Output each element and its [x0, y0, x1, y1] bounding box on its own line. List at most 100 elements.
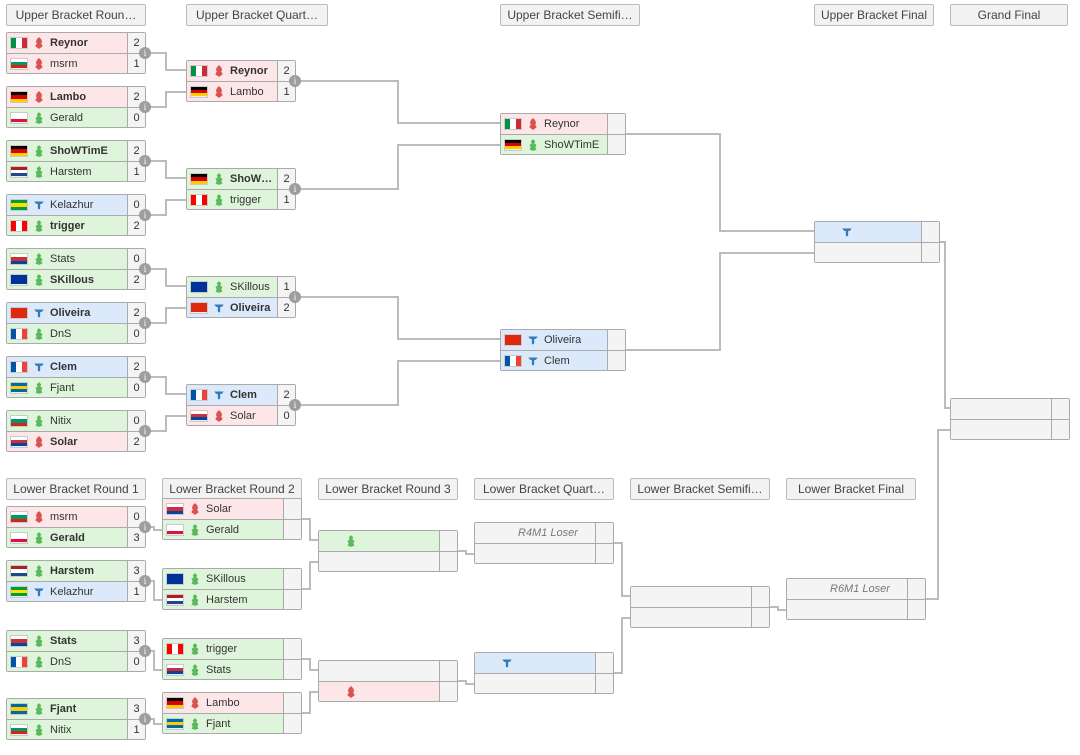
player-row[interactable] [319, 531, 457, 551]
player-row[interactable] [319, 661, 457, 681]
player-row[interactable]: Fjant3 [7, 699, 145, 719]
player-row[interactable]: trigger [163, 639, 301, 659]
player-row[interactable]: Nitix0 [7, 411, 145, 431]
player-row[interactable]: Oliveira2 [7, 303, 145, 323]
player-row[interactable] [787, 599, 925, 619]
info-icon[interactable]: i [289, 75, 301, 87]
match-U1b[interactable]: Lambo2Gerald0i [6, 86, 146, 128]
info-icon[interactable]: i [139, 101, 151, 113]
player-row[interactable]: Nitix1 [7, 719, 145, 739]
player-row[interactable]: Lambo1 [187, 81, 295, 101]
player-row[interactable]: Harstem1 [7, 161, 145, 181]
player-row[interactable]: Oliveira2 [187, 297, 295, 317]
player-row[interactable] [475, 673, 613, 693]
match-L1a[interactable]: msrm0Gerald3i [6, 506, 146, 548]
player-row[interactable] [475, 543, 613, 563]
match-U2a[interactable]: Reynor2Lambo1i [186, 60, 296, 102]
player-row[interactable]: Clem [501, 350, 625, 370]
player-row[interactable]: trigger2 [7, 215, 145, 235]
player-row[interactable] [631, 607, 769, 627]
match-GF[interactable] [950, 398, 1070, 440]
player-row[interactable]: Lambo [163, 693, 301, 713]
player-row[interactable] [815, 222, 939, 242]
info-icon[interactable]: i [289, 291, 301, 303]
player-row[interactable]: Kelazhur0 [7, 195, 145, 215]
player-row[interactable]: Solar2 [7, 431, 145, 451]
match-L3b[interactable] [318, 660, 458, 702]
player-row[interactable]: SKillous2 [7, 269, 145, 289]
player-row[interactable] [319, 551, 457, 571]
player-row[interactable]: Clem2 [187, 385, 295, 405]
info-icon[interactable]: i [139, 317, 151, 329]
player-row[interactable]: msrm0 [7, 507, 145, 527]
player-row[interactable]: Stats3 [7, 631, 145, 651]
player-row[interactable] [951, 399, 1069, 419]
match-U2c[interactable]: SKillous1Oliveira2i [186, 276, 296, 318]
player-row[interactable]: R4M1 Loser [475, 523, 613, 543]
player-row[interactable]: Reynor2 [7, 33, 145, 53]
match-L2d[interactable]: LamboFjant [162, 692, 302, 734]
match-U1a[interactable]: Reynor2msrm1i [6, 32, 146, 74]
player-row[interactable]: Kelazhur1 [7, 581, 145, 601]
match-U1c[interactable]: ShoWTimE2Harstem1i [6, 140, 146, 182]
match-L2a[interactable]: SolarGerald [162, 498, 302, 540]
match-U1g[interactable]: Clem2Fjant0i [6, 356, 146, 398]
player-row[interactable] [319, 681, 457, 701]
player-row[interactable] [631, 587, 769, 607]
info-icon[interactable]: i [139, 645, 151, 657]
match-L2b[interactable]: SKillousHarstem [162, 568, 302, 610]
player-row[interactable]: Gerald3 [7, 527, 145, 547]
player-row[interactable]: ShoWTimE2 [187, 169, 295, 189]
match-U3a[interactable]: ReynorShoWTimE [500, 113, 626, 155]
match-U1f[interactable]: Oliveira2DnS0i [6, 302, 146, 344]
player-row[interactable]: Gerald [163, 519, 301, 539]
player-row[interactable]: R6M1 Loser [787, 579, 925, 599]
info-icon[interactable]: i [139, 47, 151, 59]
info-icon[interactable]: i [139, 263, 151, 275]
player-row[interactable]: Solar [163, 499, 301, 519]
player-row[interactable]: Stats0 [7, 249, 145, 269]
player-row[interactable]: Oliveira [501, 330, 625, 350]
match-L5[interactable] [630, 586, 770, 628]
player-row[interactable]: ShoWTimE2 [7, 141, 145, 161]
match-U2b[interactable]: ShoWTimE2trigger1i [186, 168, 296, 210]
info-icon[interactable]: i [139, 371, 151, 383]
info-icon[interactable]: i [289, 183, 301, 195]
info-icon[interactable]: i [139, 521, 151, 533]
player-row[interactable] [815, 242, 939, 262]
player-row[interactable]: Fjant [163, 713, 301, 733]
match-U3b[interactable]: OliveiraClem [500, 329, 626, 371]
match-L2c[interactable]: triggerStats [162, 638, 302, 680]
player-row[interactable]: ShoWTimE [501, 134, 625, 154]
player-row[interactable]: msrm1 [7, 53, 145, 73]
player-row[interactable]: Reynor [501, 114, 625, 134]
match-L4a[interactable]: R4M1 Loser [474, 522, 614, 564]
player-row[interactable]: Harstem [163, 589, 301, 609]
info-icon[interactable]: i [139, 425, 151, 437]
player-row[interactable]: SKillous [163, 569, 301, 589]
match-U1h[interactable]: Nitix0Solar2i [6, 410, 146, 452]
info-icon[interactable]: i [139, 209, 151, 221]
match-U1d[interactable]: Kelazhur0trigger2i [6, 194, 146, 236]
match-L1c[interactable]: Stats3DnS0i [6, 630, 146, 672]
player-row[interactable] [951, 419, 1069, 439]
match-L1d[interactable]: Fjant3Nitix1i [6, 698, 146, 740]
player-row[interactable]: SKillous1 [187, 277, 295, 297]
match-U1e[interactable]: Stats0SKillous2i [6, 248, 146, 290]
player-row[interactable] [475, 653, 613, 673]
match-U2d[interactable]: Clem2Solar0i [186, 384, 296, 426]
player-row[interactable]: Solar0 [187, 405, 295, 425]
player-row[interactable]: Gerald0 [7, 107, 145, 127]
player-row[interactable]: trigger1 [187, 189, 295, 209]
info-icon[interactable]: i [139, 575, 151, 587]
player-row[interactable]: Harstem3 [7, 561, 145, 581]
match-U4[interactable] [814, 221, 940, 263]
info-icon[interactable]: i [139, 713, 151, 725]
player-row[interactable]: DnS0 [7, 651, 145, 671]
match-L1b[interactable]: Harstem3Kelazhur1i [6, 560, 146, 602]
info-icon[interactable]: i [289, 399, 301, 411]
info-icon[interactable]: i [139, 155, 151, 167]
match-L3a[interactable] [318, 530, 458, 572]
player-row[interactable]: DnS0 [7, 323, 145, 343]
player-row[interactable]: Fjant0 [7, 377, 145, 397]
